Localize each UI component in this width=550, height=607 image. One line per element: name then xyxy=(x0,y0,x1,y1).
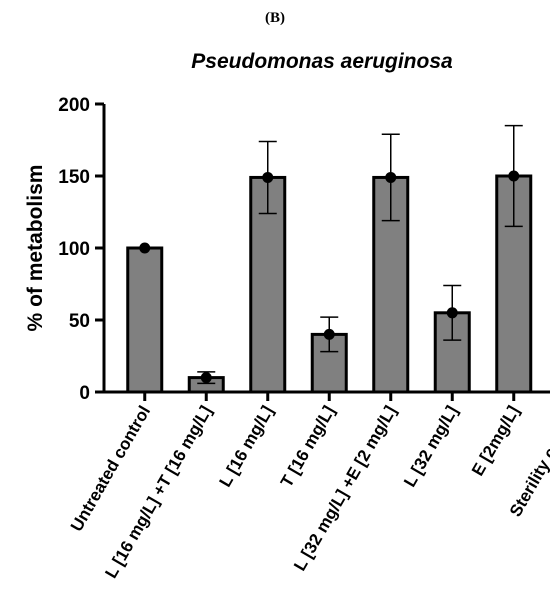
mean-point xyxy=(139,242,151,254)
mean-point xyxy=(262,171,274,183)
y-tick-label: 100 xyxy=(58,239,90,260)
y-tick-label: 150 xyxy=(58,167,90,188)
y-tick-label: 0 xyxy=(79,383,90,404)
chart-title: Pseudomonas aeruginosa xyxy=(191,50,453,73)
x-category-label: T [16 mg/L] xyxy=(277,403,339,491)
y-tick-label: 50 xyxy=(69,311,90,332)
mean-point xyxy=(200,372,212,384)
y-tick-label: 200 xyxy=(58,95,90,116)
panel-label: (B) xyxy=(265,10,285,26)
mean-point xyxy=(385,171,397,183)
mean-point xyxy=(323,328,335,340)
x-category-label: L [16 mg/L] +T [16 mg/L] xyxy=(101,403,215,582)
mean-point xyxy=(508,170,520,182)
y-axis-label: % of metabolism xyxy=(24,165,47,332)
x-category-label: E [2mg/L] xyxy=(468,403,523,480)
x-category-label: L [16 mg/L] xyxy=(216,403,278,491)
x-category-label: L [32 mg/L] xyxy=(400,403,462,491)
bar xyxy=(126,246,164,394)
mean-point xyxy=(446,307,458,319)
